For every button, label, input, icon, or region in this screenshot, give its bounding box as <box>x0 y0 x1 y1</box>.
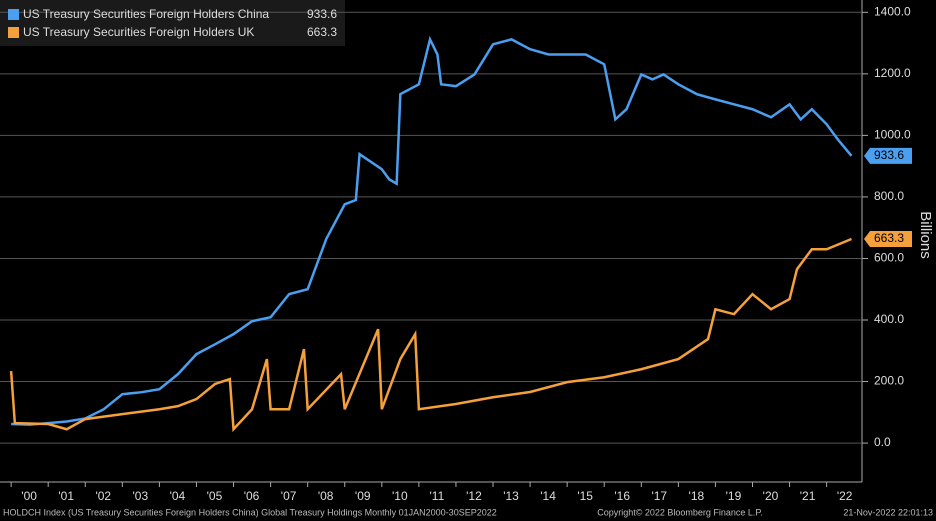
y-tick-label: 1200.0 <box>874 66 911 80</box>
value-badge <box>864 147 912 164</box>
series-line <box>9 237 852 433</box>
x-tick-label: '18 <box>689 489 705 503</box>
y-tick-label: 1000.0 <box>874 128 911 142</box>
x-tick-label: '00 <box>21 489 37 503</box>
y-tick-label: 800.0 <box>874 189 904 203</box>
x-tick-label: '01 <box>58 489 74 503</box>
x-tick-label: '07 <box>281 489 297 503</box>
x-tick-label: '19 <box>726 489 742 503</box>
x-tick-label: '16 <box>614 489 630 503</box>
x-tick-label: '22 <box>837 489 853 503</box>
x-tick-label: '15 <box>577 489 593 503</box>
x-tick-label: '17 <box>651 489 667 503</box>
legend-value: 663.3 <box>307 25 337 39</box>
footer-right: 21-Nov-2022 22:01:13 <box>843 507 933 517</box>
x-tick-label: '03 <box>133 489 149 503</box>
x-tick-label: '21 <box>800 489 816 503</box>
legend-swatch <box>8 9 19 20</box>
x-tick-label: '12 <box>466 489 482 503</box>
x-tick-label: '04 <box>170 489 186 503</box>
x-tick-label: '05 <box>207 489 223 503</box>
series-line <box>11 35 853 426</box>
x-tick-label: '11 <box>430 489 445 503</box>
footer-center: Copyright© 2022 Bloomberg Finance L.P. <box>597 507 763 517</box>
y-tick-label: 600.0 <box>874 251 904 265</box>
legend-label: US Treasury Securities Foreign Holders C… <box>23 7 269 21</box>
x-tick-label: '06 <box>244 489 260 503</box>
footer-left: HOLDCH Index (US Treasury Securities For… <box>3 507 497 517</box>
x-tick-label: '09 <box>355 489 371 503</box>
legend-box <box>0 0 345 46</box>
legend-value: 933.6 <box>307 7 337 21</box>
y-axis-title: Billions <box>917 211 934 259</box>
x-tick-label: '13 <box>503 489 519 503</box>
y-tick-label: 1400.0 <box>874 4 911 18</box>
value-badge-label: 933.6 <box>874 148 904 162</box>
value-badge <box>864 230 912 247</box>
y-tick-label: 0.0 <box>874 435 891 449</box>
y-tick-label: 200.0 <box>874 374 904 388</box>
x-tick-label: '20 <box>763 489 779 503</box>
x-tick-label: '02 <box>95 489 111 503</box>
value-badge-label: 663.3 <box>874 231 904 245</box>
y-tick-label: 400.0 <box>874 312 904 326</box>
legend-label: US Treasury Securities Foreign Holders U… <box>23 25 254 39</box>
x-tick-label: '08 <box>318 489 334 503</box>
x-tick-label: '14 <box>540 489 556 503</box>
legend-swatch <box>8 27 19 38</box>
x-tick-label: '10 <box>392 489 408 503</box>
